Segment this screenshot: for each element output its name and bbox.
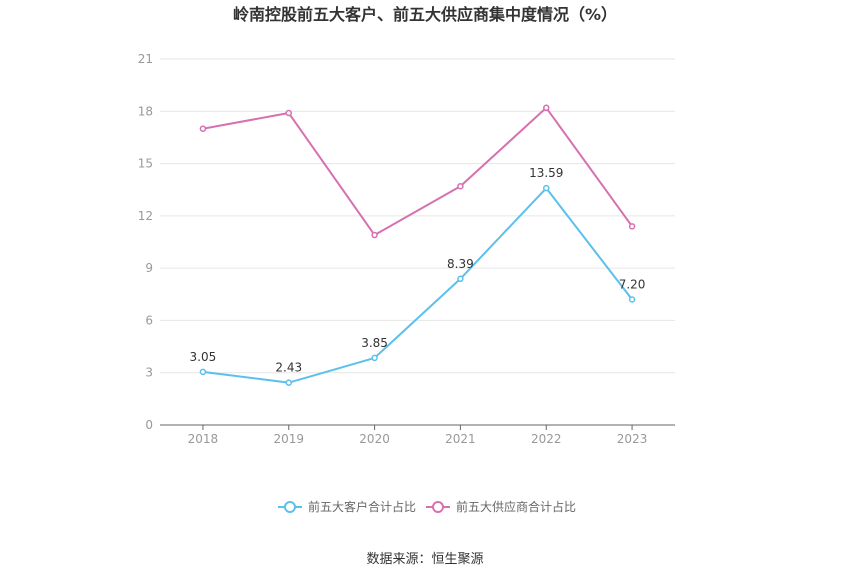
- legend-marker: [284, 501, 296, 513]
- x-axis: 2018 2019 2020 2021 2022 2023: [160, 424, 675, 446]
- y-tick-label: 21: [138, 52, 153, 66]
- x-tick-label: 2020: [359, 432, 390, 446]
- grid: [160, 58, 675, 374]
- data-point: [199, 125, 207, 132]
- data-point: [285, 109, 292, 117]
- x-tick-label: 2022: [531, 432, 562, 446]
- legend-marker: [432, 501, 444, 513]
- data-label: 3.85: [361, 336, 388, 350]
- data-point: [543, 184, 550, 192]
- data-point: [371, 354, 378, 362]
- data-label: 3.05: [190, 350, 217, 364]
- data-point: [285, 379, 292, 386]
- series-layer: 3.05 2.43 3.85 8.39 13.59 7.20: [190, 104, 646, 386]
- y-tick-label: 12: [138, 209, 153, 223]
- y-tick-label: 6: [145, 313, 153, 327]
- y-tick-label: 3: [145, 366, 153, 380]
- legend-item-1[interactable]: 前五大客户合计占比: [278, 499, 416, 514]
- source-note: 数据来源：恒生聚源: [366, 552, 483, 567]
- data-point: [199, 368, 207, 376]
- chart-title: 岭南控股前五大客户、前五大供应商集中度情况（%）: [233, 5, 617, 24]
- y-tick-label: 0: [145, 418, 153, 432]
- legend-label: 前五大供应商合计占比: [456, 499, 576, 514]
- data-label: 2.43: [275, 361, 302, 375]
- y-tick-label: 18: [138, 104, 153, 118]
- series-line: [202, 106, 633, 237]
- series-line: [202, 187, 633, 384]
- legend[interactable]: 前五大客户合计占比 前五大供应商合计占比: [278, 499, 576, 514]
- y-axis: 0 3 6 9 12 15 18 21: [138, 52, 153, 432]
- data-point: [457, 182, 464, 190]
- data-label: 7.20: [619, 278, 646, 292]
- x-tick-label: 2021: [445, 432, 476, 446]
- legend-label: 前五大客户合计占比: [308, 499, 416, 514]
- data-label: 13.59: [529, 166, 563, 180]
- x-tick-label: 2018: [188, 432, 219, 446]
- legend-item-2[interactable]: 前五大供应商合计占比: [426, 499, 576, 514]
- y-tick-label: 15: [138, 157, 153, 171]
- series-2: [199, 104, 636, 239]
- data-label: 8.39: [447, 257, 474, 271]
- y-tick-label: 9: [145, 261, 153, 275]
- data-point: [543, 104, 550, 112]
- data-point: [628, 223, 636, 230]
- x-tick-label: 2023: [617, 432, 648, 446]
- data-point: [457, 275, 464, 283]
- series-1: 3.05 2.43 3.85 8.39 13.59 7.20: [190, 166, 646, 386]
- x-tick-label: 2019: [273, 432, 304, 446]
- data-point: [628, 296, 636, 303]
- data-point: [371, 231, 378, 239]
